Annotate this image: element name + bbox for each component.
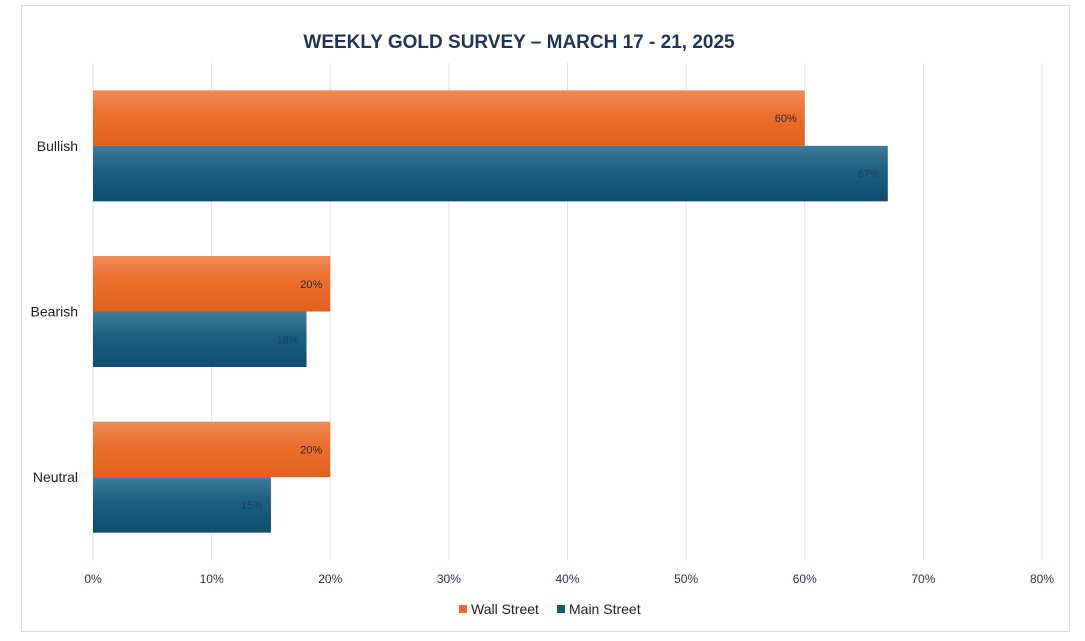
- data-label: 67%: [858, 169, 880, 181]
- category-labels: Bullish Bearish Neutral: [31, 138, 78, 485]
- x-tick-label: 40%: [555, 572, 579, 586]
- x-tick-label: 70%: [911, 572, 935, 586]
- bar-wall-street-bearish: [93, 256, 331, 312]
- chart-title: WEEKLY GOLD SURVEY – MARCH 17 - 21, 2025: [303, 32, 735, 53]
- data-label: 60%: [775, 113, 797, 125]
- x-tick-label: 10%: [200, 572, 224, 586]
- bar-wall-street-neutral: [93, 421, 331, 478]
- category-label: Neutral: [33, 469, 78, 485]
- legend: Wall Street Main Street: [459, 601, 641, 617]
- bar-wall-street-bullish: [93, 90, 805, 146]
- data-label: 15%: [241, 500, 263, 512]
- legend-label: Main Street: [569, 601, 641, 617]
- x-tick-labels: 0% 10% 20% 30% 40% 50% 60% 70% 80%: [84, 572, 1054, 586]
- x-tick-label: 20%: [318, 572, 342, 586]
- x-tick-label: 60%: [793, 572, 817, 586]
- legend-swatch-0: [459, 605, 467, 613]
- bar-main-street-bullish: [93, 145, 888, 202]
- legend-swatch-1: [557, 605, 565, 613]
- x-tick-label: 0%: [84, 572, 102, 586]
- data-label: 18%: [276, 334, 298, 346]
- data-labels: 60% 67% 20% 18% 20% 15%: [241, 113, 880, 512]
- x-tick-label: 50%: [674, 572, 698, 586]
- x-tick-label: 80%: [1030, 572, 1054, 586]
- data-label: 20%: [300, 279, 322, 291]
- x-tick-label: 30%: [437, 572, 461, 586]
- category-label: Bullish: [37, 138, 78, 154]
- bar-main-street-neutral: [93, 477, 271, 533]
- bars: [93, 90, 888, 533]
- data-label: 20%: [300, 444, 322, 456]
- legend-label: Wall Street: [471, 601, 539, 617]
- bar-main-street-bearish: [93, 311, 307, 367]
- category-label: Bearish: [31, 304, 78, 320]
